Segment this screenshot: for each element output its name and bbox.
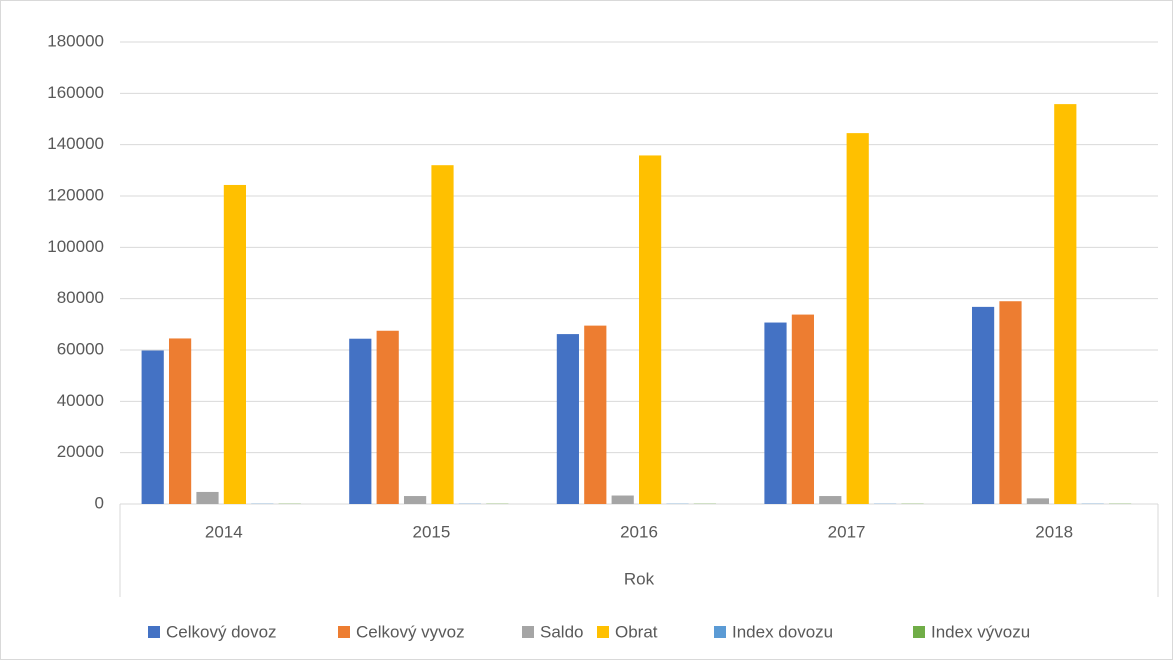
legend-label: Index dovozu xyxy=(732,622,833,641)
legend-label: Celkový vyvoz xyxy=(356,622,465,641)
bar xyxy=(764,322,787,504)
y-tick-label: 180000 xyxy=(47,31,104,50)
y-tick-label: 60000 xyxy=(57,339,104,358)
y-tick-label: 40000 xyxy=(57,391,104,410)
bar xyxy=(1026,498,1049,504)
x-axis-label: Rok xyxy=(624,569,655,588)
legend-swatch xyxy=(338,626,350,638)
bar xyxy=(971,306,995,504)
y-tick-label: 80000 xyxy=(57,288,104,307)
bar xyxy=(611,495,634,504)
x-tick-label: 2016 xyxy=(620,522,658,541)
bar xyxy=(141,350,164,504)
legend-swatch xyxy=(522,626,534,638)
legend-swatch xyxy=(597,626,609,638)
legend-label: Celkový dovoz xyxy=(166,622,277,641)
x-tick-label: 2017 xyxy=(828,522,866,541)
y-tick-label: 20000 xyxy=(57,442,104,461)
bar xyxy=(431,165,454,504)
bar xyxy=(556,334,579,504)
bar xyxy=(819,496,842,504)
legend-swatch xyxy=(714,626,726,638)
bar xyxy=(223,184,246,505)
x-tick-label: 2014 xyxy=(205,522,243,541)
bar xyxy=(403,496,427,504)
bar xyxy=(639,155,662,505)
legend-label: Index vývozu xyxy=(931,622,1030,641)
legend-label: Obrat xyxy=(615,622,658,641)
y-tick-label: 140000 xyxy=(47,134,104,153)
y-tick-label: 160000 xyxy=(47,83,104,102)
bar xyxy=(196,491,219,504)
bar xyxy=(376,330,399,504)
bar xyxy=(1054,104,1077,504)
bar xyxy=(999,301,1022,504)
x-tick-label: 2018 xyxy=(1035,522,1073,541)
x-tick-label: 2015 xyxy=(412,522,450,541)
bar xyxy=(349,338,372,504)
bar xyxy=(846,133,869,504)
bar xyxy=(168,338,192,504)
bar xyxy=(791,314,814,504)
legend-swatch xyxy=(148,626,160,638)
y-tick-label: 120000 xyxy=(47,185,104,204)
y-tick-label: 0 xyxy=(95,493,104,512)
bar xyxy=(584,325,607,504)
legend-label: Saldo xyxy=(540,622,583,641)
y-tick-label: 100000 xyxy=(47,237,104,256)
legend-swatch xyxy=(913,626,925,638)
